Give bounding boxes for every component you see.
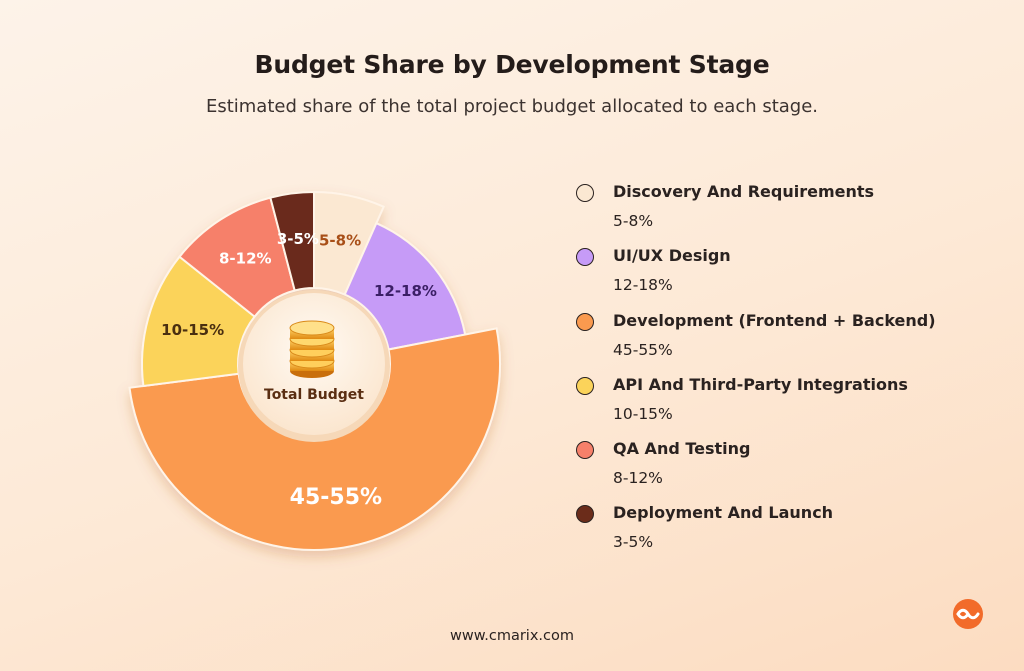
legend-value: 10-15%	[613, 404, 673, 423]
legend: Discovery And Requirements 5-8% UI/UX Desi…	[576, 180, 996, 566]
legend-value: 3-5%	[613, 533, 654, 552]
legend-item: UI/UX Design 12-18%	[576, 244, 996, 308]
legend-swatch	[576, 248, 594, 267]
slice-label: 45-55%	[290, 485, 382, 510]
legend-label: Development (Frontend + Backend)	[613, 310, 936, 330]
legend-swatch	[576, 505, 594, 524]
legend-item: Development (Frontend + Backend) 45-55%	[576, 309, 996, 373]
slice-label: 12-18%	[374, 282, 437, 300]
legend-label: QA And Testing	[613, 439, 751, 459]
legend-swatch	[576, 184, 594, 202]
legend-label: API And Third-Party Integrations	[613, 374, 908, 394]
legend-value: 5-8%	[613, 212, 654, 230]
legend-item: Discovery And Requirements 5-8%	[576, 180, 996, 244]
slice-label: 3-5%	[277, 230, 319, 248]
legend-label: UI/UX Design	[613, 246, 731, 266]
cmarix-logo-icon	[953, 599, 983, 629]
legend-label: Deployment And Launch	[613, 503, 834, 523]
slice-deployment-and-launch	[269, 190, 315, 292]
legend-label: Discovery And Requirements	[613, 182, 875, 201]
coin-stack-icon	[289, 320, 335, 378]
slice-label: 10-15%	[161, 321, 224, 339]
chart-subtitle: Estimated share of the total project bud…	[205, 96, 819, 117]
chart-title: Budget Share by Development Stage	[254, 50, 770, 79]
slice-label: 5-8%	[319, 232, 361, 250]
center-label: Total Budget	[264, 387, 364, 403]
legend-item: API And Third-Party Integrations 10-15%	[576, 373, 996, 437]
slice-label: 8-12%	[219, 249, 272, 267]
legend-value: 45-55%	[613, 340, 673, 359]
legend-item: Deployment And Launch 3-5%	[576, 501, 996, 565]
legend-value: 8-12%	[613, 469, 663, 488]
slice-discovery-and-requirements	[313, 190, 385, 296]
website-footer: www.cmarix.com	[450, 628, 574, 644]
legend-swatch	[576, 312, 594, 331]
legend-item: QA And Testing 8-12%	[576, 437, 996, 501]
legend-swatch	[576, 441, 594, 460]
legend-value: 12-18%	[613, 276, 673, 295]
legend-swatch	[576, 376, 594, 395]
